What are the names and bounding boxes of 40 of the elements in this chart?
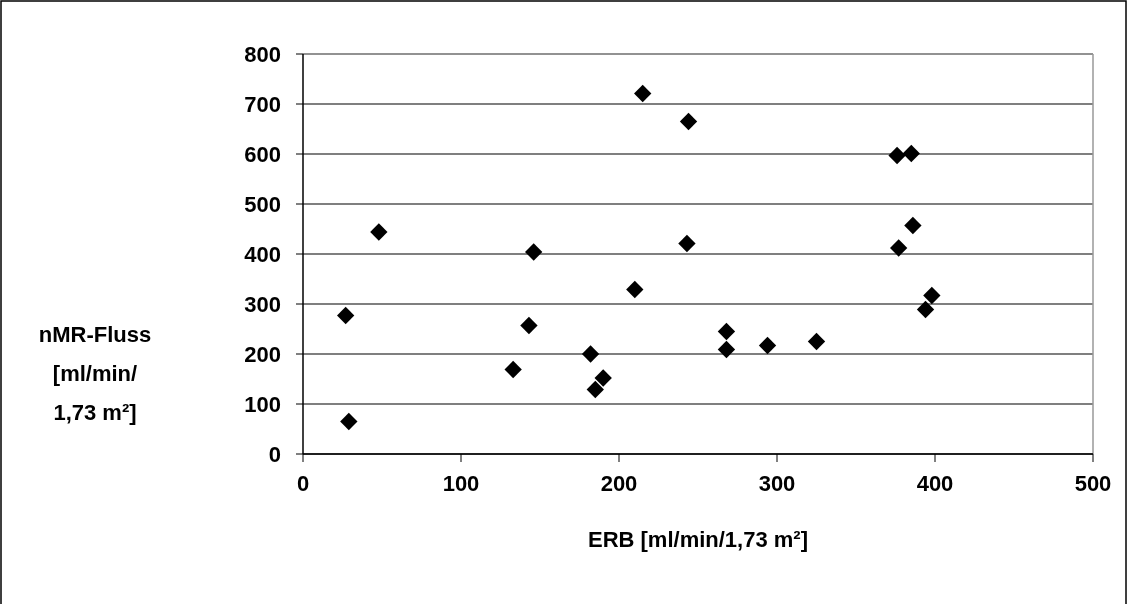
y-axis-title: nMR-Fluss [ml/min/ 1,73 m²] [38, 322, 152, 425]
x-tick-label: 300 [758, 471, 796, 496]
point [520, 316, 538, 335]
y-tick-label: 500 [244, 191, 281, 217]
y-tick-label: 0 [268, 441, 281, 467]
point [717, 340, 736, 359]
point [758, 336, 777, 355]
y-tick-label: 600 [244, 141, 281, 167]
point [525, 243, 543, 261]
y-tick-label: 100 [244, 391, 281, 417]
point [504, 360, 522, 379]
y-tick-label: 200 [244, 341, 281, 367]
point [904, 216, 922, 235]
point [717, 322, 736, 341]
x-tick-label: 100 [442, 471, 480, 496]
x-tick-label: 0 [296, 471, 310, 496]
point [888, 146, 906, 165]
point [890, 239, 908, 257]
x-tick-label: 500 [1074, 471, 1112, 496]
x-tick-label: 200 [600, 471, 638, 496]
point [678, 234, 696, 253]
point [807, 332, 826, 351]
point [581, 345, 600, 363]
point [916, 300, 935, 319]
x-tick-label: 400 [916, 471, 954, 496]
point [902, 144, 920, 163]
y-tick-label: 700 [244, 91, 281, 117]
x-axis-title: ERB [ml/min/1,73 m²] [587, 527, 809, 552]
y-tick-label: 300 [244, 291, 281, 317]
point [923, 286, 941, 305]
point [634, 84, 652, 103]
point [586, 380, 604, 399]
point [679, 112, 698, 131]
y-tick-label: 400 [244, 241, 281, 267]
point [340, 412, 358, 431]
point [594, 369, 612, 387]
point [337, 306, 355, 325]
y-tick-label: 800 [244, 41, 281, 67]
point [626, 280, 644, 299]
point [370, 223, 388, 241]
